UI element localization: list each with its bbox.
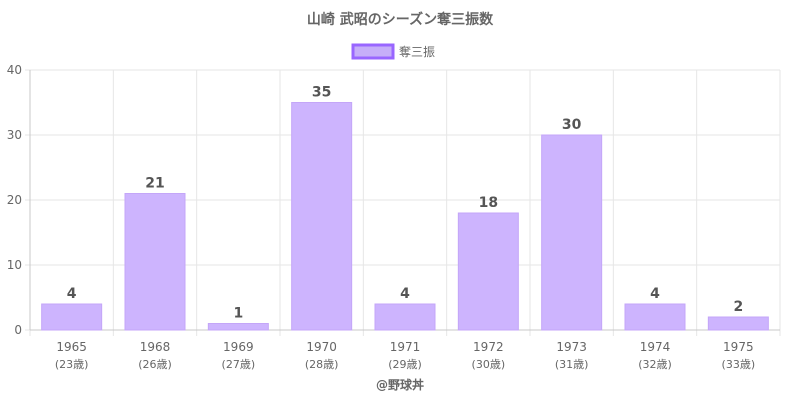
chart-title: 山崎 武昭のシーズン奪三振数 <box>307 11 494 28</box>
x-tick-sublabel: (29歳) <box>388 358 422 371</box>
bar-value-label: 1 <box>233 306 243 322</box>
bar <box>541 134 603 331</box>
x-tick-sublabel: (26歳) <box>138 358 172 371</box>
y-axis: 0 10 20 30 40 <box>7 63 22 337</box>
bar <box>374 303 436 331</box>
x-tick-label: 1972 <box>473 340 504 354</box>
y-tick-label: 0 <box>14 323 22 337</box>
y-tick-label: 40 <box>7 63 22 77</box>
bar-value-label: 21 <box>145 176 164 192</box>
bar-value-label: 4 <box>67 286 77 302</box>
x-tick-label: 1970 <box>306 340 337 354</box>
bar <box>707 316 769 331</box>
x-tick-sublabel: (31歳) <box>555 358 589 371</box>
x-tick-label: 1968 <box>140 340 171 354</box>
bar-value-label: 30 <box>562 117 582 133</box>
bar-value-label: 4 <box>400 286 410 302</box>
x-axis: 1965 (23歳) 1968 (26歳) 1969 (27歳) 1970 (28歳) 1971… <box>55 340 755 371</box>
x-tick-sublabel: (32歳) <box>638 358 672 371</box>
x-tick-sublabel: (28歳) <box>305 358 339 371</box>
bar-value-label: 18 <box>479 195 498 211</box>
x-tick-label: 1965 <box>56 340 87 354</box>
x-tick-label: 1973 <box>556 340 587 354</box>
bars <box>41 102 769 331</box>
bar-value-label: 2 <box>733 299 743 315</box>
bar <box>624 303 686 331</box>
x-tick-sublabel: (23歳) <box>55 358 89 371</box>
bar-value-label: 4 <box>650 286 660 302</box>
bar <box>41 303 103 331</box>
bar <box>124 193 186 331</box>
x-tick-sublabel: (27歳) <box>222 358 256 371</box>
x-tick-label: 1974 <box>640 340 671 354</box>
x-tick-sublabel: (30歳) <box>472 358 506 371</box>
x-tick-label: 1969 <box>223 340 254 354</box>
bar <box>291 102 353 331</box>
bar <box>207 323 269 331</box>
x-tick-label: 1971 <box>390 340 421 354</box>
bar-value-label: 35 <box>312 85 331 101</box>
bar <box>457 212 519 331</box>
x-tick-label: 1975 <box>723 340 754 354</box>
legend-swatch <box>351 43 395 60</box>
y-tick-label: 20 <box>7 193 22 207</box>
x-tick-sublabel: (33歳) <box>722 358 756 371</box>
y-tick-label: 30 <box>7 128 22 142</box>
credit: @野球丼 <box>376 377 424 392</box>
y-tick-label: 10 <box>7 258 22 272</box>
legend-label: 奪三振 <box>399 44 435 59</box>
legend: 奪三振 <box>351 43 435 60</box>
